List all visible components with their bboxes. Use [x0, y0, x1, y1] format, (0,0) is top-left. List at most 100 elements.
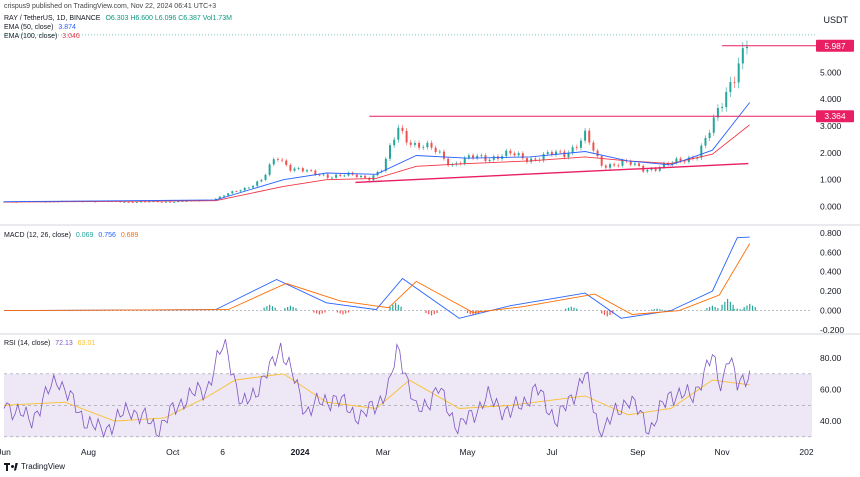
macd-histogram-bar — [295, 308, 297, 311]
candle-body — [247, 187, 250, 189]
price-level-badge — [816, 39, 854, 52]
macd-histogram-bar — [601, 310, 603, 314]
candle-body — [272, 159, 275, 165]
macd-histogram-bar — [743, 307, 745, 311]
candle-body — [600, 156, 603, 166]
candle-body — [662, 163, 665, 168]
macd-histogram-bar — [433, 310, 435, 315]
candle-body — [227, 193, 230, 196]
macd-histogram-bar — [650, 309, 653, 311]
candle-body — [276, 159, 279, 160]
candle-body — [588, 130, 591, 143]
candle-body — [613, 164, 616, 166]
macd-histogram-bar — [287, 306, 289, 311]
macd-histogram-bar — [336, 310, 339, 313]
macd-histogram-bar — [274, 307, 276, 311]
candle-body — [169, 201, 172, 203]
candle-body — [185, 201, 188, 202]
candle-body — [326, 174, 329, 178]
macd-histogram-bar — [472, 310, 474, 316]
ema50-value: 3.874 — [58, 24, 76, 31]
publisher-line: crispus9 published on TradingView.com, N… — [4, 3, 217, 10]
ema50-line — [3, 102, 751, 203]
ema100-label[interactable]: EMA (100, close) — [4, 33, 58, 40]
candle-body — [401, 127, 404, 131]
candle-body — [650, 168, 653, 170]
x-axis-tick: Sep — [630, 447, 645, 457]
candle-body — [438, 151, 441, 153]
candle-body — [260, 179, 263, 182]
candle-body — [239, 190, 242, 192]
candle-body — [559, 151, 562, 153]
macd-histogram-bar — [345, 310, 347, 314]
candle-body — [384, 158, 387, 171]
macd-histogram-bar — [430, 310, 433, 316]
macd-histogram-bar — [754, 307, 756, 311]
macd-histogram-bar — [603, 310, 606, 315]
macd-histogram-bar — [736, 308, 738, 311]
macd-line — [3, 236, 750, 319]
macd-axis-tick: 0.000 — [820, 306, 842, 316]
candle-body — [314, 170, 317, 175]
macd-histogram-bar — [347, 310, 350, 313]
macd-axis-tick: 0.800 — [820, 228, 842, 238]
candle-body — [214, 198, 217, 200]
candle-body — [364, 175, 367, 178]
macd-histogram-bar — [714, 306, 716, 311]
candle-body — [646, 169, 649, 172]
macd-histogram-bar — [706, 308, 708, 311]
macd-histogram-bar — [746, 305, 748, 311]
candle-body — [712, 117, 715, 133]
candle-body — [737, 63, 740, 83]
candle-body — [692, 157, 695, 159]
macd-histogram-bar — [606, 310, 608, 317]
x-axis-tick: Nov — [715, 447, 731, 457]
macd-histogram-bar — [436, 310, 438, 313]
candle-body — [550, 152, 553, 155]
macd-axis-tick: 0.600 — [820, 247, 842, 257]
candle-body — [658, 167, 661, 171]
candle-body — [729, 82, 732, 92]
macd-histogram-bar — [739, 309, 741, 311]
ema50-label[interactable]: EMA (50, close) — [4, 24, 54, 31]
price-level-badge — [816, 110, 854, 123]
macd-histogram-bar — [321, 310, 323, 314]
macd-histogram-bar — [394, 302, 397, 311]
candle-body — [447, 158, 450, 166]
candle-body — [409, 142, 412, 145]
macd-histogram-bar — [397, 304, 399, 311]
x-axis-tick: Aug — [81, 447, 96, 457]
candle-body — [716, 108, 719, 118]
price-axis-tick: 1.000 — [820, 175, 842, 185]
main-legend: RAY / TetherUS, 1D, BINANCE O6.303 H6.60… — [4, 14, 232, 41]
x-axis-tick: Jul — [546, 447, 557, 457]
candle-body — [700, 145, 703, 158]
price-axis-tick: 0.000 — [820, 202, 842, 212]
rsi-label[interactable]: RSI (14, close) — [4, 340, 51, 347]
candle-body — [629, 161, 632, 165]
candle-body — [139, 201, 142, 203]
macd-histogram-bar — [400, 306, 402, 311]
macd-histogram-bar — [425, 310, 427, 313]
candle-body — [355, 174, 358, 178]
candle-body — [654, 168, 657, 171]
macd-signal-line — [3, 243, 751, 315]
currency-label: USDT — [823, 15, 849, 25]
candle-body — [505, 150, 508, 157]
candle-body — [604, 165, 607, 168]
macd-histogram-bar — [269, 304, 271, 311]
rsi-value: 72.13 — [55, 340, 73, 347]
x-axis-tick: May — [459, 447, 476, 457]
symbol-label[interactable]: RAY / TetherUS, 1D, BINANCE — [4, 15, 101, 22]
candle-body — [579, 140, 582, 148]
macd-histogram-bar — [567, 307, 570, 311]
candle-body — [426, 142, 429, 148]
macd-histogram-bar — [428, 310, 430, 315]
macd-histogram-bar — [733, 309, 736, 311]
macd-histogram-bar — [573, 307, 575, 311]
candle-body — [442, 151, 445, 159]
tradingview-brand[interactable]: TradingView — [4, 462, 65, 471]
candle-body — [252, 185, 255, 188]
macd-label[interactable]: MACD (12, 26, close) — [4, 232, 71, 239]
